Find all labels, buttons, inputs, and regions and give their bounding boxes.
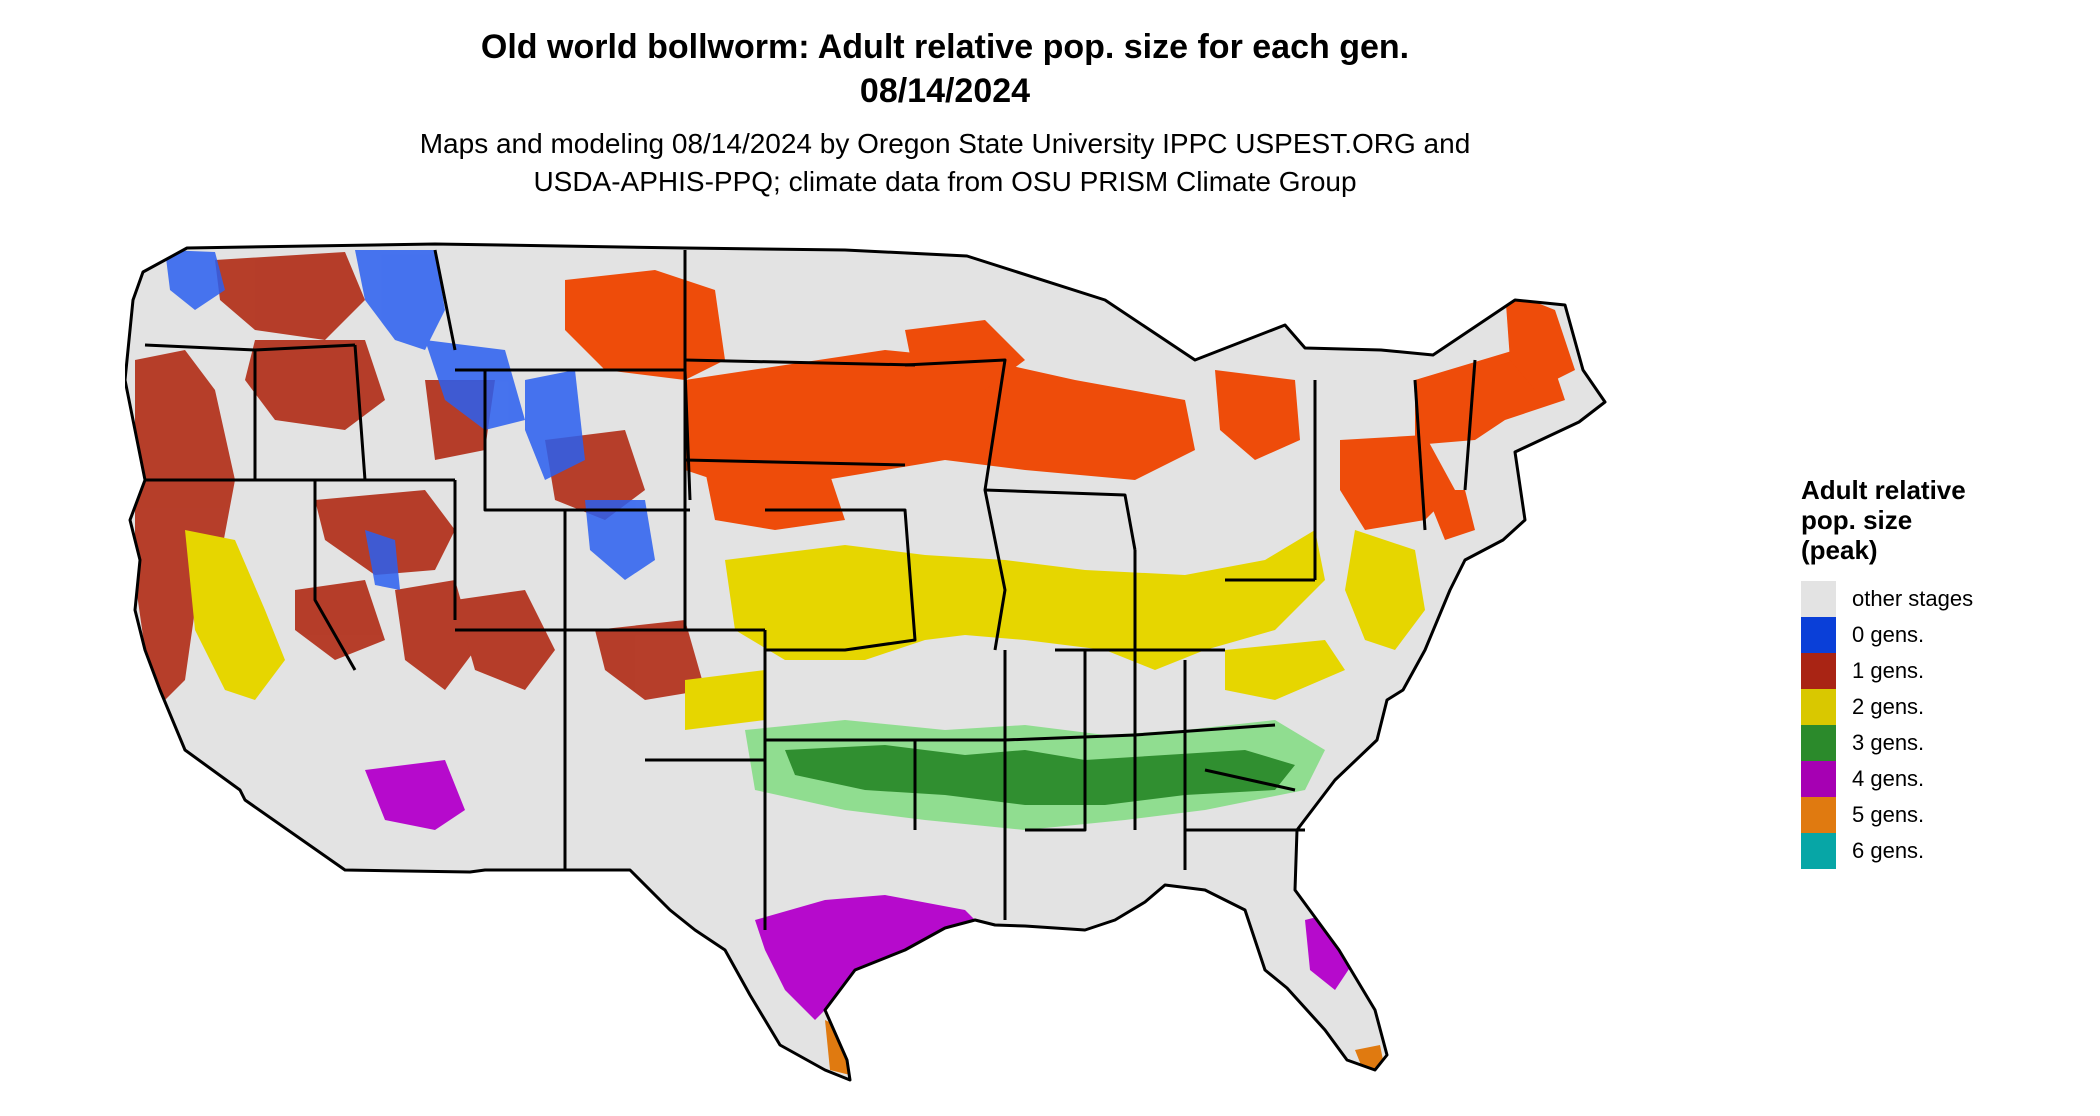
legend-item: 3 gens. (1801, 725, 2061, 761)
legend-title-line-2: pop. size (1801, 505, 1913, 535)
legend-swatch-4-gens (1801, 761, 1836, 797)
map-credits-line-2: USDA-APHIS-PPQ; climate data from OSU PR… (533, 166, 1357, 197)
map-credits-line-1: Maps and modeling 08/14/2024 by Oregon S… (419, 128, 1471, 159)
legend-title-line-1: Adult relative (1801, 475, 1966, 505)
legend: Adult relative pop. size (peak) other st… (1801, 475, 2061, 869)
three-gen-dark-band (785, 745, 1295, 805)
legend-item: 5 gens. (1801, 797, 2061, 833)
legend-swatch-2-gens (1801, 689, 1836, 725)
map-date: 08/14/2024 (859, 72, 1031, 110)
two-gen-band (185, 530, 1425, 730)
map-title: Old world bollworm: Adult relative pop. … (480, 28, 1410, 66)
legend-swatch-3-gens (1801, 725, 1836, 761)
legend-item: 1 gens. (1801, 653, 2061, 689)
legend-swatch-1-gens (1801, 653, 1836, 689)
legend-title: Adult relative pop. size (peak) (1801, 475, 2061, 565)
five-gen-areas (825, 1020, 1385, 1075)
legend-swatch-5-gens (1801, 797, 1836, 833)
legend-label-3-gens: 3 gens. (1852, 730, 1925, 755)
legend-item: 4 gens. (1801, 761, 2061, 797)
legend-title-line-3: (peak) (1801, 535, 1878, 565)
legend-label-2-gens: 2 gens. (1852, 694, 1925, 719)
legend-label-6-gens: 6 gens. (1852, 838, 1925, 863)
one-gen-north-bright (565, 270, 1575, 540)
legend-label-5-gens: 5 gens. (1852, 802, 1925, 827)
legend-swatch-other-stages (1801, 581, 1836, 617)
legend-label-4-gens: 4 gens. (1852, 766, 1925, 791)
legend-items: other stages 0 gens. 1 gens. 2 gens. 3 g… (1801, 581, 2061, 869)
legend-item: 0 gens. (1801, 617, 2061, 653)
legend-label-other-stages: other stages (1852, 586, 1974, 611)
legend-label-1-gens: 1 gens. (1852, 658, 1925, 683)
legend-item: 6 gens. (1801, 833, 2061, 869)
legend-swatch-0-gens (1801, 617, 1836, 653)
zero-gen-mountains (165, 250, 655, 590)
legend-label-0-gens: 0 gens. (1852, 622, 1925, 647)
us-map (125, 242, 1607, 1082)
legend-item: other stages (1801, 581, 2061, 617)
legend-swatch-6-gens (1801, 833, 1836, 869)
state-borders (125, 242, 1607, 1082)
legend-item: 2 gens. (1801, 689, 2061, 725)
